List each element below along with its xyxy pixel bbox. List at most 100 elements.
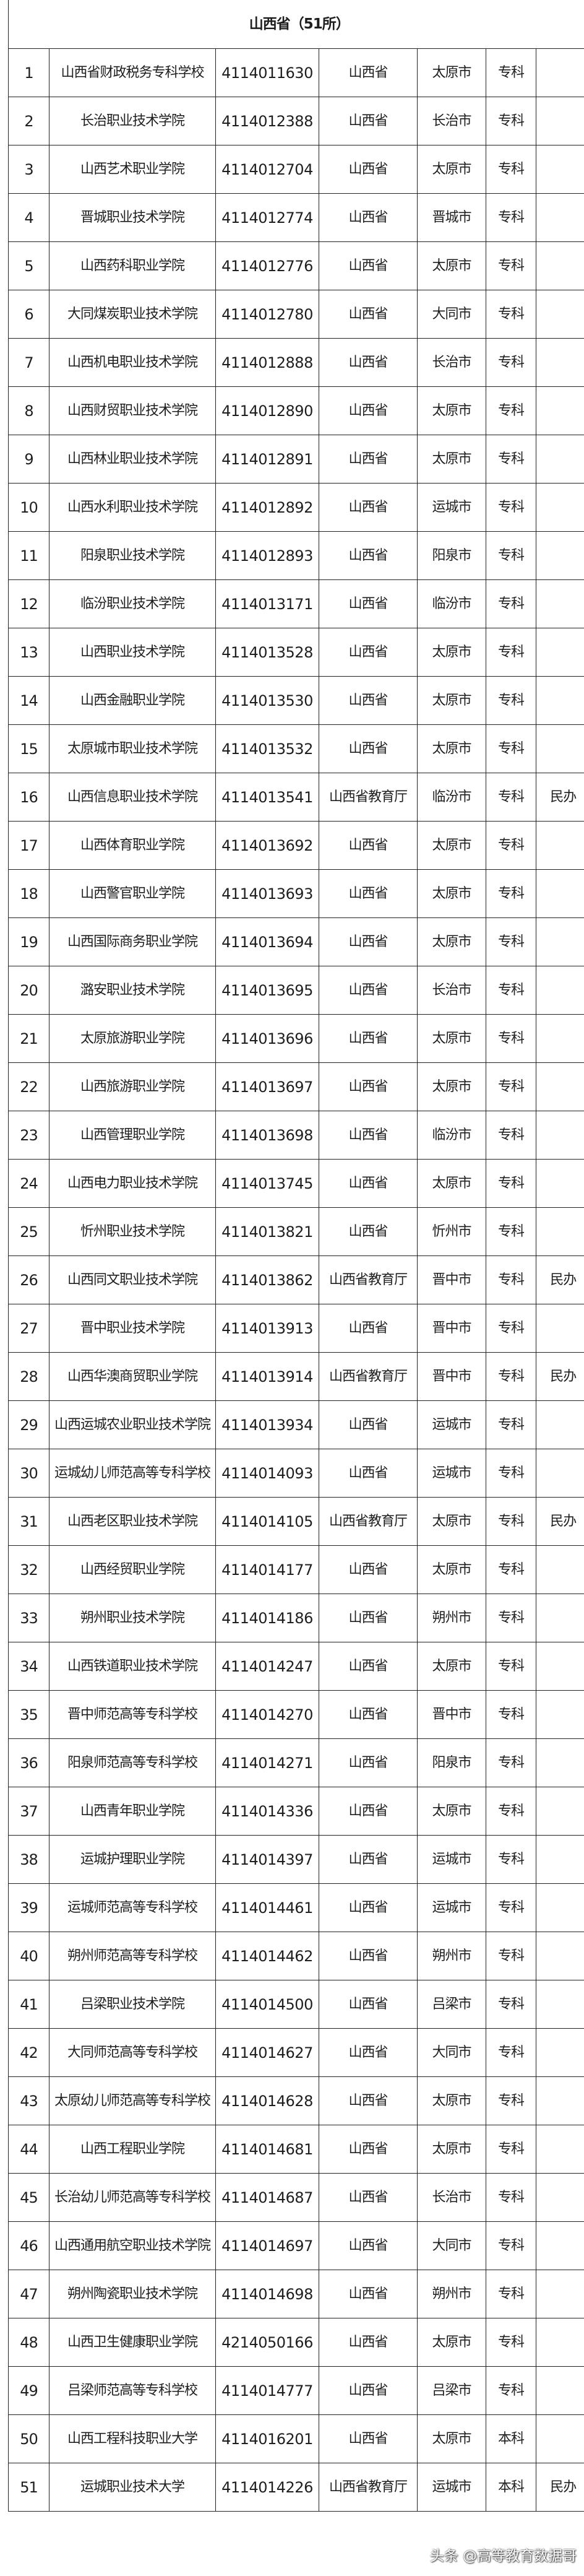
row-number-cell: 13 <box>8 628 49 677</box>
level-cell: 专科 <box>486 2366 536 2415</box>
school-name-cell: 山西经贸职业学院 <box>49 1545 216 1594</box>
school-name-cell: 山西财贸职业技术学院 <box>49 386 216 435</box>
row-number-cell: 40 <box>8 1932 49 1980</box>
row-number-cell: 4 <box>8 193 49 242</box>
school-code-cell: 4114011630 <box>215 48 319 97</box>
row-number-cell: 18 <box>8 869 49 918</box>
level-cell: 专科 <box>486 966 536 1015</box>
remark-cell: 民办 <box>535 1255 584 1304</box>
city-cell: 临汾市 <box>417 579 486 628</box>
school-table: 山西省（51所） 1 山西省财政税务专科学校 4114011630 山西省 太原市 专科 2… <box>7 0 584 2512</box>
city-cell: 太原市 <box>417 241 486 290</box>
school-name-cell: 太原幼儿师范高等专科学校 <box>49 2076 216 2125</box>
school-name-cell: 山西水利职业技术学院 <box>49 483 216 532</box>
table-row: 32 山西经贸职业学院 4114014177 山西省 太原市 专科 <box>8 1545 584 1594</box>
level-cell: 专科 <box>486 1014 536 1063</box>
city-cell: 阳泉市 <box>417 1738 486 1787</box>
level-cell: 专科 <box>486 1062 536 1111</box>
city-cell: 太原市 <box>417 48 486 97</box>
city-cell: 太原市 <box>417 386 486 435</box>
school-code-cell: 4114012774 <box>215 193 319 242</box>
row-number-cell: 47 <box>8 2270 49 2318</box>
row-number-cell: 34 <box>8 1642 49 1691</box>
level-cell: 专科 <box>486 1690 536 1739</box>
row-number-cell: 10 <box>8 483 49 532</box>
row-number-cell: 37 <box>8 1787 49 1836</box>
school-name-cell: 山西工程科技职业大学 <box>49 2414 216 2463</box>
city-cell: 太原市 <box>417 676 486 725</box>
city-cell: 长治市 <box>417 338 486 387</box>
table-row: 12 临汾职业技术学院 4114013171 山西省 临汾市 专科 <box>8 579 584 628</box>
school-name-cell: 阳泉师范高等专科学校 <box>49 1738 216 1787</box>
school-code-cell: 4114014093 <box>215 1449 319 1498</box>
school-name-cell: 山西信息职业技术学院 <box>49 773 216 822</box>
school-name-cell: 大同煤炭职业技术学院 <box>49 290 216 339</box>
school-code-cell: 4114013532 <box>215 724 319 773</box>
remark-cell <box>535 2076 584 2125</box>
authority-cell: 山西省 <box>319 1014 418 1063</box>
school-name-cell: 山西职业技术学院 <box>49 628 216 677</box>
city-cell: 太原市 <box>417 1787 486 1836</box>
school-name-cell: 太原旅游职业学院 <box>49 1014 216 1063</box>
school-name-cell: 长治职业技术学院 <box>49 97 216 145</box>
school-code-cell: 4114014500 <box>215 1980 319 2029</box>
level-cell: 专科 <box>486 724 536 773</box>
row-number-cell: 23 <box>8 1111 49 1160</box>
city-cell: 大同市 <box>417 2028 486 2077</box>
remark-cell <box>535 290 584 339</box>
remark-cell <box>535 338 584 387</box>
table-row: 16 山西信息职业技术学院 4114013541 山西省教育厅 临汾市 专科 民办 <box>8 773 584 822</box>
school-name-cell: 山西林业职业技术学院 <box>49 435 216 484</box>
authority-cell: 山西省 <box>319 2270 418 2318</box>
school-name-cell: 运城师范高等专科学校 <box>49 1883 216 1932</box>
level-cell: 专科 <box>486 773 536 822</box>
row-number-cell: 17 <box>8 821 49 870</box>
row-number-cell: 7 <box>8 338 49 387</box>
school-code-cell: 4114012890 <box>215 386 319 435</box>
school-code-cell: 4114012704 <box>215 145 319 194</box>
school-code-cell: 4114012893 <box>215 531 319 580</box>
school-code-cell: 4114014105 <box>215 1497 319 1546</box>
authority-cell: 山西省 <box>319 1304 418 1353</box>
school-code-cell: 4114013692 <box>215 821 319 870</box>
row-number-cell: 50 <box>8 2414 49 2463</box>
table-row: 18 山西警官职业学院 4114013693 山西省 太原市 专科 <box>8 869 584 918</box>
authority-cell: 山西省 <box>319 2366 418 2415</box>
school-code-cell: 4114012892 <box>215 483 319 532</box>
authority-cell: 山西省 <box>319 1883 418 1932</box>
school-code-cell: 4114013698 <box>215 1111 319 1160</box>
row-number-cell: 36 <box>8 1738 49 1787</box>
city-cell: 太原市 <box>417 1545 486 1594</box>
school-code-cell: 4114013745 <box>215 1159 319 1208</box>
level-cell: 专科 <box>486 676 536 725</box>
school-name-cell: 山西通用航空职业技术学院 <box>49 2221 216 2270</box>
school-name-cell: 吕梁职业技术学院 <box>49 1980 216 2029</box>
remark-cell <box>535 1980 584 2029</box>
school-name-cell: 山西工程职业学院 <box>49 2125 216 2174</box>
authority-cell: 山西省 <box>319 1594 418 1642</box>
city-cell: 大同市 <box>417 2221 486 2270</box>
authority-cell: 山西省 <box>319 579 418 628</box>
row-number-cell: 44 <box>8 2125 49 2174</box>
school-name-cell: 山西电力职业技术学院 <box>49 1159 216 1208</box>
level-cell: 专科 <box>486 1787 536 1836</box>
school-name-cell: 太原城市职业技术学院 <box>49 724 216 773</box>
level-cell: 专科 <box>486 917 536 966</box>
city-cell: 朔州市 <box>417 2270 486 2318</box>
row-number-cell: 25 <box>8 1207 49 1256</box>
city-cell: 长治市 <box>417 966 486 1015</box>
remark-cell <box>535 1545 584 1594</box>
level-cell: 专科 <box>486 821 536 870</box>
remark-cell: 民办 <box>535 1352 584 1401</box>
school-name-cell: 山西运城农业职业技术学院 <box>49 1400 216 1449</box>
table-row: 46 山西通用航空职业技术学院 4114014697 山西省 大同市 专科 <box>8 2221 584 2270</box>
remark-cell <box>535 2414 584 2463</box>
authority-cell: 山西省 <box>319 290 418 339</box>
row-number-cell: 29 <box>8 1400 49 1449</box>
remark-cell <box>535 724 584 773</box>
school-code-cell: 4114012776 <box>215 241 319 290</box>
city-cell: 太原市 <box>417 1497 486 1546</box>
remark-cell: 民办 <box>535 773 584 822</box>
level-cell: 专科 <box>486 1400 536 1449</box>
school-code-cell: 4114014681 <box>215 2125 319 2174</box>
